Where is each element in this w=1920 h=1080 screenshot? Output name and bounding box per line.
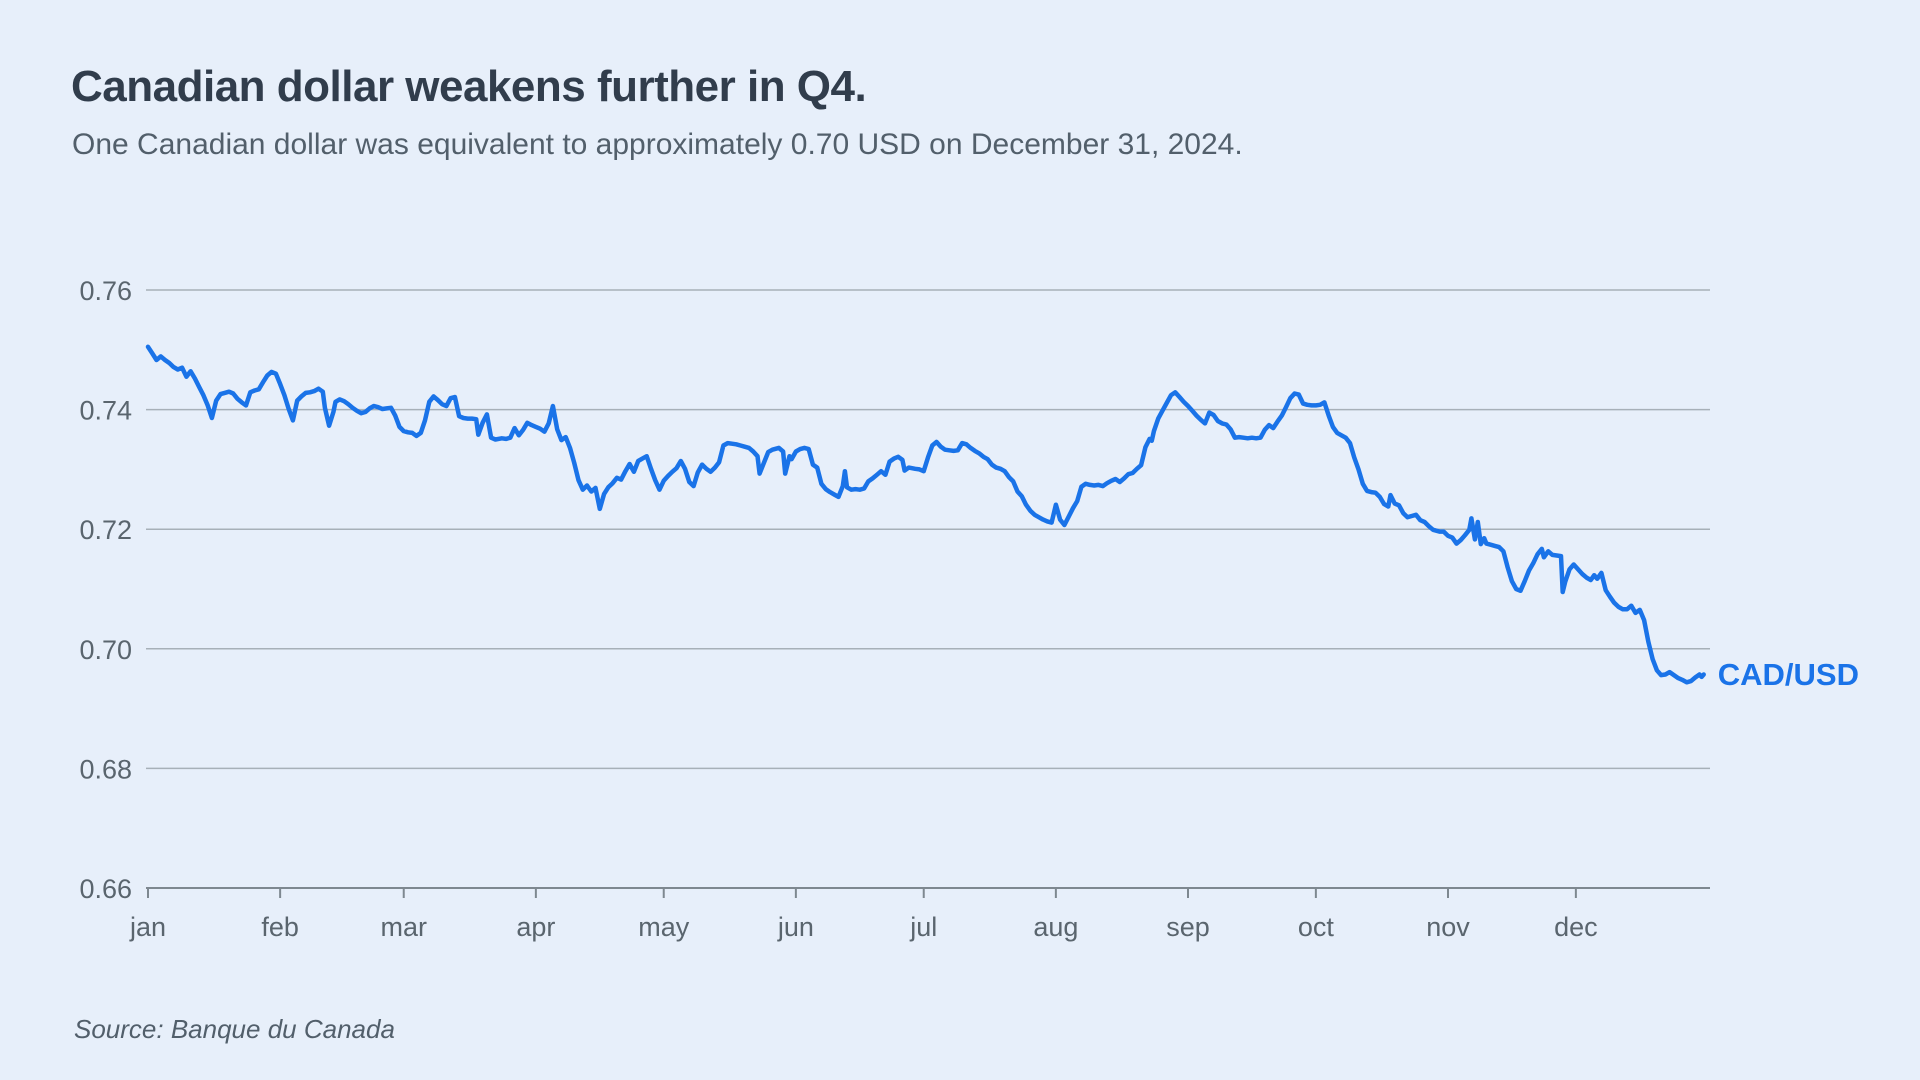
x-tick-label: nov [1426, 912, 1470, 942]
y-tick-label: 0.68 [79, 754, 132, 784]
x-tick-label: aug [1033, 912, 1078, 942]
y-tick-label: 0.66 [79, 874, 132, 904]
x-tick-label: dec [1554, 912, 1598, 942]
y-tick-label: 0.76 [79, 276, 132, 306]
y-tick-label: 0.74 [79, 396, 132, 426]
x-tick-label: mar [380, 912, 427, 942]
page-title: Canadian dollar weakens further in Q4. [71, 62, 867, 111]
series-end-label: CAD/USD [1717, 656, 1859, 692]
source-note: Source: Banque du Canada [74, 1014, 395, 1044]
page-subtitle: One Canadian dollar was equivalent to ap… [72, 128, 1243, 161]
x-tick-label: sep [1166, 912, 1210, 942]
y-tick-label: 0.72 [79, 515, 132, 545]
x-tick-label: jan [129, 912, 166, 942]
x-tick-label: jun [777, 912, 814, 942]
series-line [145, 344, 1706, 685]
y-tick-label: 0.70 [79, 635, 132, 665]
x-tick-label: feb [261, 912, 299, 942]
x-tick-label: may [638, 912, 690, 942]
x-tick-label: apr [516, 912, 555, 942]
x-tick-label: oct [1298, 912, 1335, 942]
x-tick-label: jul [909, 912, 937, 942]
